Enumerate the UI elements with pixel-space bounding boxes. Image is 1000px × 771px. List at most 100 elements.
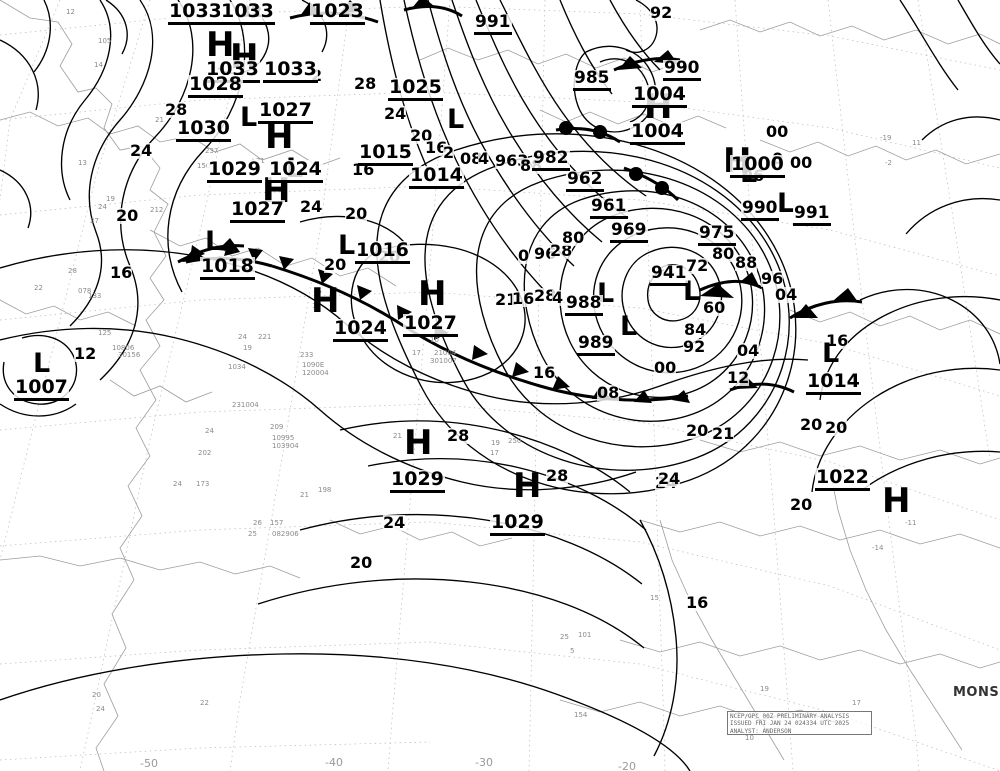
station-plot: 250 bbox=[508, 437, 522, 445]
low-center-glyph[interactable]: L bbox=[620, 311, 638, 342]
isobar-label: 12 bbox=[74, 344, 97, 363]
station-plot: 209 bbox=[270, 423, 284, 431]
pressure-value-l[interactable]: 1018 bbox=[200, 257, 255, 280]
high-center-glyph[interactable]: H bbox=[418, 274, 447, 314]
pressure-value-l[interactable]: 1027 bbox=[258, 101, 313, 124]
station-plot: 198 bbox=[318, 486, 332, 494]
pressure-value-l[interactable]: 1015 bbox=[358, 143, 413, 166]
pressure-value-l[interactable]: 989 bbox=[577, 335, 615, 356]
pressure-value-h[interactable]: 1023 bbox=[310, 2, 365, 25]
pressure-value-l[interactable]: 982 bbox=[532, 150, 570, 171]
pressure-value-l[interactable]: 1016 bbox=[355, 241, 410, 264]
station-plot: 101 bbox=[578, 631, 592, 639]
pressure-value-l[interactable]: 991 bbox=[474, 14, 512, 35]
isobar-label: 0 bbox=[518, 246, 530, 265]
station-plot: 24 bbox=[96, 705, 105, 713]
pressure-value-l[interactable]: 962 bbox=[566, 171, 604, 192]
pressure-value-h[interactable]: 1027 bbox=[403, 314, 458, 337]
isobar-label: 21 bbox=[712, 424, 735, 443]
pressure-value-l[interactable]: 1025 bbox=[388, 78, 443, 101]
low-center-glyph[interactable]: L bbox=[777, 188, 795, 219]
isobar-label: 20 bbox=[345, 204, 368, 223]
pressure-value-l[interactable]: 1000 bbox=[730, 155, 785, 178]
graticule-tick-label: -50 bbox=[140, 757, 158, 770]
pressure-value-l[interactable]: 941 bbox=[650, 265, 688, 286]
pressure-value-l[interactable]: 1004 bbox=[632, 85, 687, 108]
station-plot: 173 bbox=[196, 480, 210, 488]
station-plot: 13 bbox=[78, 159, 87, 167]
pressure-value-l[interactable]: 990 bbox=[741, 200, 779, 221]
pressure-value-l[interactable]: 985 bbox=[573, 70, 611, 91]
isobar-label: 28 bbox=[447, 426, 470, 445]
isobar-label: 16 bbox=[512, 289, 535, 308]
high-center-glyph[interactable]: H bbox=[311, 281, 340, 321]
pressure-value-l[interactable]: 1014 bbox=[806, 372, 861, 395]
pressure-value-l[interactable]: 1024 bbox=[268, 160, 323, 183]
station-plot: 17 bbox=[412, 349, 421, 357]
isobar-label: 20 bbox=[800, 415, 823, 434]
station-plot: 301007 bbox=[430, 357, 457, 365]
isobar-label: 00 bbox=[654, 358, 677, 377]
pressure-value-h[interactable]: 1029 bbox=[207, 160, 262, 183]
graticule-tick-label: -20 bbox=[618, 760, 636, 771]
place-label: MONS bbox=[953, 685, 1000, 700]
station-plot: 15 bbox=[650, 594, 659, 602]
isobar-label: 00 bbox=[766, 122, 789, 141]
high-center-glyph[interactable]: H bbox=[404, 423, 433, 463]
low-center-glyph[interactable]: L bbox=[33, 348, 51, 379]
pressure-value-l[interactable]: 1004 bbox=[630, 122, 685, 145]
low-center-glyph[interactable]: L bbox=[822, 338, 840, 369]
station-plot: 21 bbox=[155, 116, 164, 124]
pressure-value-h[interactable]: 1029 bbox=[490, 513, 545, 536]
pressure-value-h[interactable]: 1024 bbox=[333, 319, 388, 342]
pressure-value-h[interactable]: 1033 bbox=[168, 2, 223, 25]
low-center-glyph[interactable]: L bbox=[205, 226, 223, 257]
pressure-value-l[interactable]: 990 bbox=[663, 60, 701, 81]
station-plot: 17 bbox=[490, 449, 499, 457]
high-center-glyph[interactable]: H bbox=[513, 466, 542, 506]
station-plot: 19 bbox=[760, 685, 769, 693]
isobar-label: 04 bbox=[737, 341, 760, 360]
pressure-value-h[interactable]: 1033 bbox=[220, 2, 275, 25]
pressure-value-h[interactable]: 1033 bbox=[263, 60, 318, 83]
isobar-label: 4 bbox=[478, 149, 490, 168]
pressure-value-h[interactable]: 1027 bbox=[230, 200, 285, 223]
isobar-label: 28 bbox=[165, 100, 188, 119]
station-plot: 105 bbox=[98, 37, 112, 45]
isobar-label: 16 bbox=[110, 263, 133, 282]
pressure-value-l[interactable]: 1014 bbox=[409, 166, 464, 189]
pressure-value-l[interactable]: 988 bbox=[565, 295, 603, 316]
station-plot: 21 bbox=[300, 491, 309, 499]
station-plot: 19 bbox=[106, 195, 115, 203]
pressure-value-h[interactable]: 1022 bbox=[815, 468, 870, 491]
high-center-glyph[interactable]: H bbox=[206, 25, 235, 65]
high-center-glyph[interactable]: H bbox=[882, 481, 911, 521]
station-plot: 24 bbox=[238, 333, 247, 341]
pressure-value-l[interactable]: 969 bbox=[610, 222, 648, 243]
isobar-label: 20 bbox=[825, 418, 848, 437]
isobar-label: 60 bbox=[703, 298, 726, 317]
pressure-value-h[interactable]: 1028 bbox=[188, 75, 243, 98]
high-center-glyph[interactable]: H bbox=[265, 117, 294, 157]
pressure-value-l[interactable]: 975 bbox=[698, 225, 736, 246]
station-plot: 19 bbox=[243, 344, 252, 352]
station-plot: 133 bbox=[88, 292, 102, 300]
isobar-label: 24 bbox=[130, 141, 153, 160]
pressure-value-l[interactable]: 961 bbox=[590, 198, 628, 219]
low-center-glyph[interactable]: L bbox=[338, 230, 356, 261]
station-plot: 27 bbox=[90, 217, 99, 225]
pressure-value-h[interactable]: 1030 bbox=[176, 119, 231, 142]
pressure-value-l[interactable]: 1007 bbox=[14, 378, 69, 401]
station-plot: 12 bbox=[312, 302, 321, 310]
station-plot: 10806 bbox=[112, 344, 135, 352]
isobar-label: 20 bbox=[116, 206, 139, 225]
station-plot: 21 bbox=[393, 432, 402, 440]
isobar-label: 16 bbox=[686, 593, 709, 612]
low-center-glyph[interactable]: L bbox=[447, 104, 465, 135]
pressure-value-l[interactable]: 991 bbox=[793, 205, 831, 226]
station-plot: 231004 bbox=[232, 401, 259, 409]
warm-front-greenland bbox=[555, 121, 621, 144]
pressure-value-h[interactable]: 1029 bbox=[390, 470, 445, 493]
low-center-glyph[interactable]: L bbox=[240, 102, 258, 133]
